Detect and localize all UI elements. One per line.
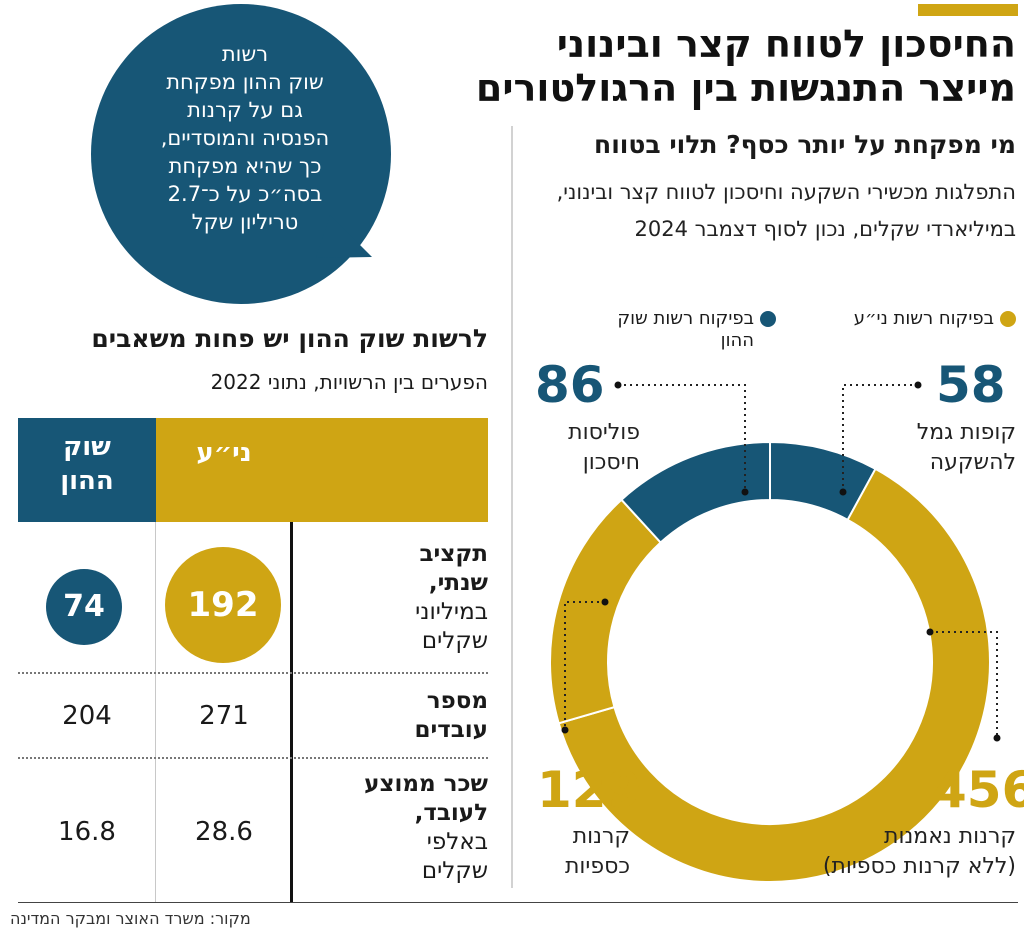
row-label-unit: במיליוני (415, 599, 488, 625)
section-divider (511, 126, 513, 888)
leader-savings-policies (618, 384, 746, 492)
leader-dot (741, 488, 749, 496)
leader-dot (601, 598, 609, 606)
header-cma-line: שוק (63, 432, 111, 462)
header-cma-label: שוק ההון (18, 418, 156, 498)
main-title-line1: החיסכון לטווח קצר ובינוני (556, 22, 1016, 66)
label-line: להשקעה (929, 450, 1016, 475)
row-label-bold: מספר (426, 688, 488, 714)
row-label-bold: שכר ממוצע (364, 771, 488, 797)
label-money-market-funds: קרנות כספיות (520, 822, 630, 882)
row-label-bold: לעובד, (414, 800, 488, 826)
table-row-separator (18, 672, 488, 674)
label-line: קרנות נאמנות (884, 824, 1016, 849)
table-header-empty (292, 418, 488, 522)
callout-tail (316, 215, 372, 258)
callout-line: בסה״כ על כ־2.7 (167, 182, 323, 206)
legend-dot-blue (760, 311, 776, 327)
leader-mutual-funds (930, 631, 998, 738)
row-label-bold: שנתי, (428, 570, 488, 596)
table-header-isa: ני״ע (156, 418, 292, 522)
callout-line: גם על קרנות (187, 98, 303, 122)
legend-isa: בפיקוח רשות ני״ע (854, 308, 1016, 330)
header-isa-label: ני״ע (196, 438, 252, 468)
source-note: מקור: משרד האוצר ומבקר המדינה (10, 909, 251, 928)
label-line: קרנות (572, 824, 630, 849)
value-mutual-funds: 456 (932, 761, 1024, 819)
row-label-unit: באלפי (426, 829, 488, 855)
label-line: חיסכון (582, 450, 640, 475)
table-title: לרשות שוק ההון יש פחות משאבים (91, 324, 488, 353)
callout-text: רשות שוק ההון מפקחת גם על קרנות הפנסיה ו… (110, 40, 380, 236)
value-money-market-funds: 129 (537, 761, 642, 819)
slice-mutual-funds (557, 467, 991, 883)
row-label-bold: תקציב (419, 541, 488, 567)
label-provident-funds: קופות גמל להשקעה (846, 418, 1016, 478)
table-divider-dark (290, 522, 293, 902)
leader-dot (993, 734, 1001, 742)
header-cma-line: ההון (60, 466, 114, 496)
slice-money-market-funds (549, 498, 663, 725)
row-label-unit: שקלים (421, 858, 488, 884)
leader-money-market-funds (564, 601, 605, 730)
table-subtitle: הפערים בין הרשויות, נתוני 2022 (210, 370, 488, 394)
callout-line: רשות (221, 42, 269, 66)
callout-circle (91, 4, 391, 304)
legend-label-isa: בפיקוח רשות ני״ע (853, 308, 994, 329)
label-line: פוליסות (568, 420, 640, 445)
table-header-cma: שוק ההון (18, 418, 156, 522)
accent-bar (918, 4, 1018, 16)
budget-isa-circle: 192 (165, 547, 281, 663)
label-line: קופות גמל (916, 420, 1016, 445)
callout-line: שוק ההון מפקחת (166, 70, 324, 94)
callout-line: כך שהיא מפקחת (168, 154, 322, 178)
leader-provident-funds (842, 384, 918, 492)
budget-cma-circle: 74 (46, 569, 122, 645)
salary-cma: 16.8 (58, 817, 116, 847)
callout-line: הפנסיה והמוסדיים, (160, 126, 330, 150)
employees-cma: 204 (62, 701, 112, 731)
row-label-employees: מספר עובדים (298, 687, 488, 745)
label-line: כספיות (564, 854, 630, 879)
callout-line: טריליון שקל (191, 210, 299, 234)
salary-isa: 28.6 (195, 817, 253, 847)
leader-dot (561, 726, 569, 734)
employees-isa: 271 (199, 701, 249, 731)
chart-title: מי מפקחת על יותר כסף? תלוי בטווח (594, 130, 1016, 159)
label-mutual-funds: קרנות נאמנות (ללא קרנות כספיות) (726, 822, 1016, 882)
label-savings-policies: פוליסות חיסכון (520, 418, 640, 478)
leader-dot (926, 628, 934, 636)
value-provident-funds: 58 (936, 356, 1006, 414)
main-title-line2: מייצר התנגשות בין הרגולטורים (475, 66, 1016, 110)
leader-dot (839, 488, 847, 496)
leader-dot (914, 381, 922, 389)
legend-dot-gold (1000, 311, 1016, 327)
callout-shape (91, 4, 391, 304)
leader-dot (614, 381, 622, 389)
callout-bubble: רשות שוק ההון מפקחת גם על קרנות הפנסיה ו… (0, 0, 400, 314)
label-line: (ללא קרנות כספיות) (822, 854, 1016, 879)
chart-description: התפלגות מכשירי השקעה וחיסכון לטווח קצר ו… (556, 180, 1016, 241)
row-label-salary: שכר ממוצע לעובד, באלפי שקלים (298, 770, 488, 886)
legend-cma: בפיקוח רשות שוק ההון (606, 308, 776, 352)
row-label-bold: עובדים (414, 717, 488, 743)
baseline-rule (18, 902, 1018, 903)
table-divider (155, 522, 156, 902)
slice-savings-policies (620, 440, 771, 544)
value-savings-policies: 86 (535, 356, 605, 414)
main-title: החיסכון לטווח קצר ובינוני מייצר התנגשות … (376, 22, 1016, 110)
row-label-budget: תקציב שנתי, במיליוני שקלים (298, 540, 488, 656)
table-row-separator (18, 757, 488, 759)
row-label-unit: שקלים (421, 628, 488, 654)
legend-label-cma: בפיקוח רשות שוק ההון (617, 308, 754, 351)
